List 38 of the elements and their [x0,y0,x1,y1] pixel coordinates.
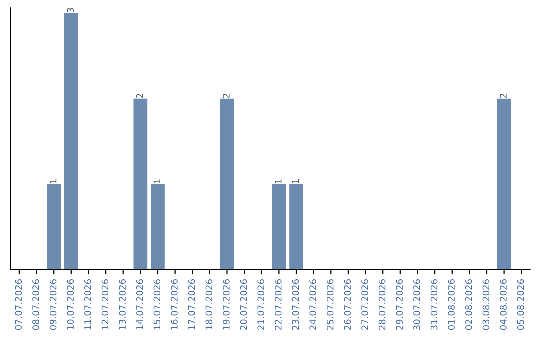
x-tick-label: 26.07.2026 [344,280,352,330]
x-tick-label: 01.08.2026 [448,280,455,330]
data-label: 2 [136,94,144,98]
x-tick-label: 14.07.2026 [136,280,144,330]
x-tick-label: 22.07.2026 [274,280,282,330]
data-label: 3 [67,8,74,13]
data-label: 1 [50,179,57,184]
data-label: 1 [154,179,160,184]
x-tick-label: 08.07.2026 [32,280,40,330]
x-tick-label: 15.07.2026 [154,280,161,330]
x-tick-label: 04.08.2026 [500,280,507,330]
x-tick-label: 09.07.2026 [50,280,57,330]
data-label: 1 [275,179,282,184]
x-tick-label: 13.07.2026 [119,280,126,330]
x-tick-label: 31.07.2026 [430,280,438,330]
x-tick-label: 05.08.2026 [517,280,524,330]
x-tick-label: 28.07.2026 [378,280,386,330]
x-tick-label: 24.07.2026 [310,280,316,330]
x-tick-label: 21.07.2026 [258,280,264,330]
x-tick-label: 20.07.2026 [240,280,248,330]
data-label: 1 [292,179,300,184]
x-tick-label: 23.07.2026 [292,280,300,330]
x-tick-label: 07.07.2026 [15,280,22,330]
data-label: 2 [500,94,507,98]
x-tick-label: 10.07.2026 [67,280,74,330]
x-tick-label: 12.07.2026 [102,280,109,330]
x-tick-label: 25.07.2026 [326,280,334,330]
x-tick-label: 29.07.2026 [396,280,404,330]
x-tick-label: 27.07.2026 [362,280,368,330]
x-tick-label: 19.07.2026 [223,280,230,330]
x-tick-label: 02.08.2026 [465,280,472,330]
data-label: 2 [223,94,230,98]
x-tick-label: 11.07.2026 [84,280,92,330]
x-tick-label: 03.08.2026 [482,280,490,330]
x-tick-label: 30.07.2026 [414,280,420,330]
x-tick-label: 18.07.2026 [206,280,213,330]
x-tick-label: 16.07.2026 [171,280,178,330]
x-tick-label: 17.07.2026 [188,280,196,330]
